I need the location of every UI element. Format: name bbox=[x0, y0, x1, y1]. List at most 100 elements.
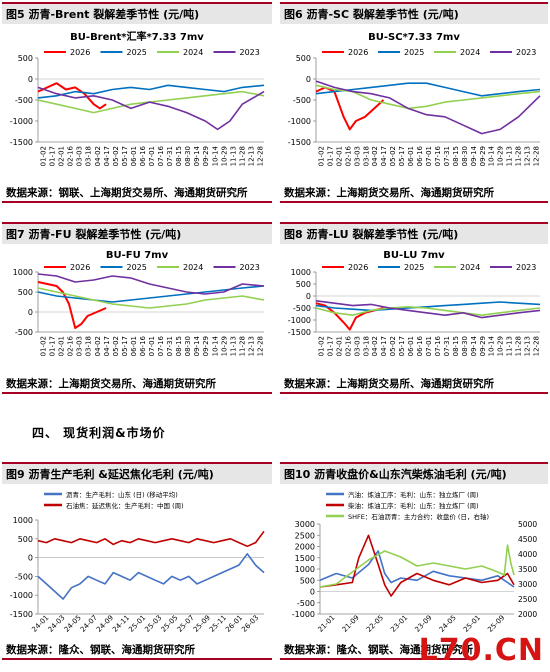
x-tick-label: 09-14 bbox=[193, 145, 201, 166]
x-tick-label: 07-16 bbox=[157, 145, 165, 166]
x-tick-label: 11-28 bbox=[515, 146, 523, 166]
x-tick-label: 05-17 bbox=[121, 336, 129, 356]
x-tick-label: 10-14 bbox=[211, 145, 219, 166]
x-tick-label: 09-29 bbox=[479, 146, 487, 166]
chart-title: BU-Brent*汇率*7.33 7mv bbox=[70, 30, 204, 43]
y-tick-label: 1500 bbox=[295, 554, 315, 563]
x-tick-label: 03-03 bbox=[353, 146, 361, 166]
x-tick-label: 08-15 bbox=[452, 146, 460, 166]
chart-svg: 汽油：炼油工序：毛利：山东：独立炼厂 (周) 柴油：炼油工序：毛利：山东：独立炼厂… bbox=[292, 490, 538, 634]
x-tick-label: 06-16 bbox=[139, 335, 147, 356]
x-tick-label: 12-13 bbox=[524, 146, 532, 166]
y-tick-label: -1500 bbox=[288, 328, 311, 337]
x-tick-label: 10-29 bbox=[497, 146, 505, 166]
figure-title: 图5 沥青-Brent 裂解差季节性 (元/吨) bbox=[2, 2, 272, 24]
x-tick-label: 02-01 bbox=[335, 146, 343, 166]
legend-label: 2026 bbox=[70, 48, 90, 57]
x-tick-label: 10-29 bbox=[220, 146, 228, 166]
legend-label: 2023 bbox=[240, 263, 260, 272]
series-line-3 bbox=[319, 544, 515, 588]
y2-tick-label: 2000 bbox=[518, 610, 537, 619]
x-tick-label: 03-18 bbox=[85, 146, 93, 166]
x-tick-label: 02-16 bbox=[67, 335, 75, 356]
series-line-4 bbox=[37, 273, 265, 295]
x-tick-label: 07-16 bbox=[434, 335, 442, 356]
data-source: 数据来源：上海期货交易所、海通期货研究所 bbox=[2, 374, 272, 394]
x-tick-label: 10-29 bbox=[497, 336, 505, 356]
y-tick-label: -500 bbox=[15, 572, 33, 581]
x-tick-label: 06-01 bbox=[407, 336, 415, 356]
chart-svg: BU-LU 7mv 2026 2025 2024 2023 1000 500 0 -500 -10… bbox=[288, 250, 541, 356]
series-line-3 bbox=[315, 305, 541, 316]
x-tick-label: 09-14 bbox=[193, 335, 201, 356]
x-tick-label: 21-01 bbox=[316, 614, 336, 634]
x-tick-label: 01-17 bbox=[326, 336, 334, 356]
chart-svg: BU-FU 7mv 2026 2025 2024 2023 1000 500 0 -500 01-… bbox=[13, 250, 265, 356]
y-tick-label: 0 bbox=[306, 75, 311, 84]
x-tick-label: 03-03 bbox=[353, 336, 361, 356]
section-heading: 四、 现货利润&市场价 bbox=[32, 426, 166, 440]
x-tick-label: 01-17 bbox=[326, 146, 334, 166]
x-tick-label: 25-09 bbox=[486, 614, 506, 634]
data-source: 数据来源：上海期货交易所、海通期货研究所 bbox=[280, 374, 548, 394]
x-tick-label: 08-30 bbox=[461, 146, 469, 166]
x-tick-label: 07-01 bbox=[148, 336, 156, 356]
y-tick-label: 1000 bbox=[13, 268, 33, 277]
y2-tick-label: 2500 bbox=[518, 595, 537, 604]
y2-tick-label: 4500 bbox=[518, 535, 537, 544]
legend-label: 2025 bbox=[404, 48, 424, 57]
x-tick-label: 24-07 bbox=[79, 614, 99, 634]
y-tick-label: -500 bbox=[297, 599, 315, 608]
x-tick-label: 11-13 bbox=[506, 146, 514, 166]
x-tick-label: 26-01 bbox=[224, 614, 244, 634]
y-tick-label: -1000 bbox=[288, 117, 311, 126]
y-tick-label: 0 bbox=[28, 75, 33, 84]
x-tick-label: 11-28 bbox=[515, 336, 523, 356]
y-tick-label: 0 bbox=[28, 554, 33, 563]
x-tick-label: 06-01 bbox=[130, 146, 138, 166]
x-tick-label: 03-18 bbox=[85, 336, 93, 356]
series-line-2 bbox=[315, 82, 541, 97]
figure-title: 图9 沥青生产毛利 &延迟焦化毛利 (元/吨) bbox=[2, 462, 272, 484]
legend-label: 柴油：炼油工序：毛利：山东：独立炼厂 (周) bbox=[348, 501, 479, 510]
x-tick-label: 07-01 bbox=[425, 336, 433, 356]
x-tick-label: 09-14 bbox=[470, 145, 478, 166]
legend-label: 2026 bbox=[348, 263, 368, 272]
series-line-1 bbox=[319, 550, 515, 588]
y-tick-label: -1000 bbox=[10, 117, 33, 126]
y-tick-label: 3000 bbox=[295, 520, 315, 529]
x-tick-label: 12-28 bbox=[533, 336, 541, 356]
x-tick-label: 24-05 bbox=[438, 614, 458, 634]
y-tick-label: 0 bbox=[310, 588, 315, 597]
x-tick-label: 05-17 bbox=[121, 146, 129, 166]
legend-label: SHFE：石油沥青：主力合约：收盘价 (日，右轴) bbox=[348, 512, 489, 521]
legend-label: 2024 bbox=[460, 263, 480, 272]
y-tick-label: -500 bbox=[15, 328, 33, 337]
y2-tick-label: 4000 bbox=[518, 550, 537, 559]
x-tick-label: 12-13 bbox=[247, 146, 255, 166]
x-tick-label: 25-01 bbox=[127, 614, 147, 634]
x-tick-label: 11-28 bbox=[238, 336, 246, 356]
legend-label: 2026 bbox=[70, 263, 90, 272]
x-tick-label: 10-14 bbox=[488, 335, 496, 356]
x-tick-label: 08-30 bbox=[184, 336, 192, 356]
x-tick-label: 01-02 bbox=[40, 336, 48, 356]
x-tick-label: 03-03 bbox=[76, 336, 84, 356]
x-tick-label: 12-13 bbox=[247, 336, 255, 356]
x-tick-label: 24-05 bbox=[63, 614, 83, 634]
chart-svg: 沥青：生产毛利：山东 (日) (移动平均) 石油焦：延迟焦化：生产毛利：中国 (周… bbox=[10, 490, 265, 634]
x-tick-label: 06-16 bbox=[416, 335, 424, 356]
data-source: 数据来源：钢联、上海期货交易所、海通期货研究所 bbox=[2, 183, 272, 203]
legend: 汽油：炼油工序：毛利：山东：独立炼厂 (周) 柴油：炼油工序：毛利：山东：独立炼厂… bbox=[326, 490, 489, 521]
series-line-3 bbox=[315, 84, 541, 110]
y-tick-label: 0 bbox=[306, 292, 311, 301]
x-tick-label: 02-16 bbox=[67, 145, 75, 166]
x-tick-label: 09-14 bbox=[470, 335, 478, 356]
x-tick-label: 02-16 bbox=[344, 145, 352, 166]
x-tick-label: 25-11 bbox=[208, 614, 228, 634]
x-tick-label: 05-02 bbox=[389, 146, 397, 166]
legend: 2026 2025 2024 2023 bbox=[322, 263, 536, 272]
y-tick-label: 1000 bbox=[295, 565, 315, 574]
x-tick-label: 07-16 bbox=[434, 145, 442, 166]
x-tick-label: 10-14 bbox=[211, 335, 219, 356]
